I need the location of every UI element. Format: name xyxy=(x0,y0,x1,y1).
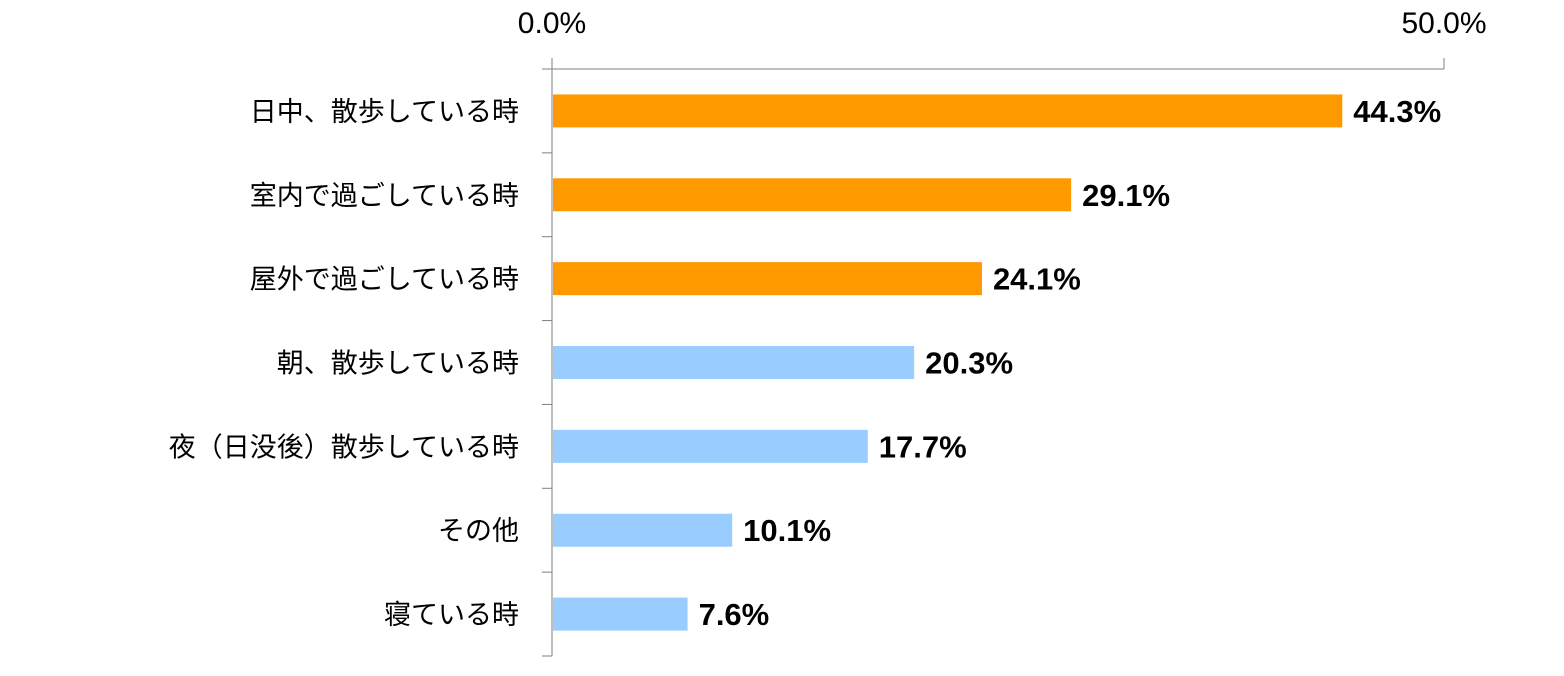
category-label: 寝ている時 xyxy=(384,600,519,631)
bar xyxy=(553,597,688,631)
chart-bars xyxy=(553,94,1343,631)
data-label: 44.3% xyxy=(1353,94,1441,129)
category-label: 日中、散歩している時 xyxy=(250,97,519,128)
data-label: 17.7% xyxy=(879,429,967,464)
category-label: 屋外で過ごしている時 xyxy=(250,265,519,296)
category-label: 朝、散歩している時 xyxy=(277,349,519,380)
data-label: 20.3% xyxy=(925,346,1013,381)
bar xyxy=(553,262,982,296)
category-label: 夜（日没後）散歩している時 xyxy=(169,432,519,463)
data-label: 7.6% xyxy=(699,597,770,632)
x-tick-label: 0.0% xyxy=(518,7,586,40)
bar xyxy=(553,346,915,379)
bar xyxy=(553,513,733,547)
data-label: 29.1% xyxy=(1082,178,1170,213)
x-tick-label: 50.0% xyxy=(1401,7,1486,40)
bar xyxy=(553,429,868,463)
bar xyxy=(553,178,1072,212)
category-label: 室内で過ごしている時 xyxy=(250,181,519,212)
chart-labels: 日中、散歩している時 44.3% 室内で過ごしている時 29.1% 屋外で過ごしている時… xyxy=(169,94,1441,632)
data-label: 24.1% xyxy=(993,262,1081,297)
category-label: その他 xyxy=(438,516,519,547)
data-label: 10.1% xyxy=(743,513,831,548)
chart-axes: 0.0% 50.0% xyxy=(518,7,1487,657)
bar xyxy=(553,94,1343,128)
